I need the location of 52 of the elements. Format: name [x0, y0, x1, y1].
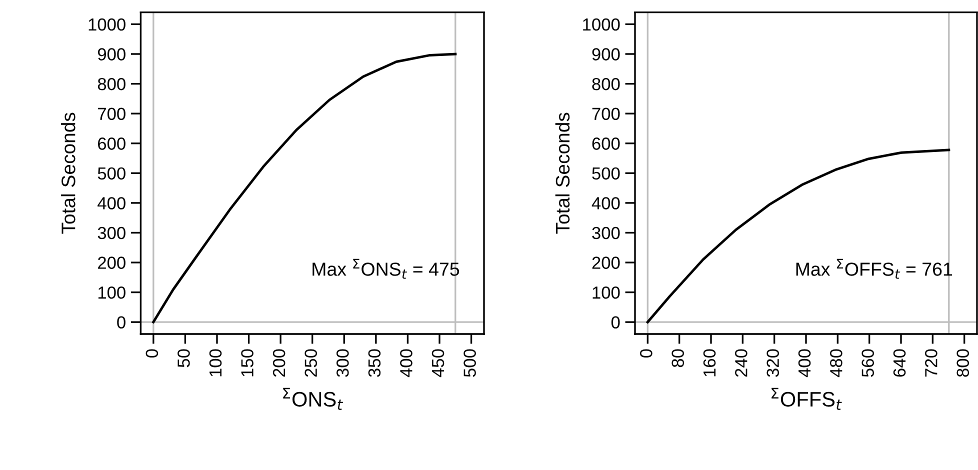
- x-tick-label: 50: [178, 349, 190, 368]
- x-tick-label: 0: [640, 349, 652, 358]
- x-tick-label: 300: [336, 349, 349, 377]
- y-tick-label: 0: [117, 316, 126, 329]
- y-tick-label: 700: [98, 108, 126, 120]
- x-tick-label: 100: [209, 349, 222, 376]
- y-tick-label: 500: [98, 167, 126, 180]
- x-tick-label: 640: [893, 349, 906, 377]
- x-tick-label: 80: [672, 349, 684, 368]
- y-tick-label: 500: [592, 167, 620, 180]
- line-series: [152, 52, 457, 324]
- y-tick-label: 100: [592, 286, 620, 299]
- x-tick-label: 720: [925, 349, 938, 377]
- y-tick-label: 300: [592, 226, 620, 240]
- y-tick-label: 400: [98, 197, 126, 210]
- y-tick-label: 900: [98, 48, 126, 60]
- x-tick-label: 560: [862, 349, 874, 377]
- y-axis-title: Total Seconds: [61, 112, 76, 234]
- y-tick-label: 600: [98, 138, 126, 150]
- y-tick-label: 700: [592, 108, 620, 120]
- x-tick-label: 480: [830, 349, 842, 378]
- y-axis-title: Total Seconds: [555, 112, 570, 234]
- y-tick-label: 0: [611, 316, 620, 329]
- y-tick-label: 200: [98, 256, 126, 269]
- x-axis-title: $^{Σ}$ONS$_{t}$: [283, 388, 344, 410]
- x-tick-label: 0: [146, 349, 158, 358]
- x-tick-label: 500: [464, 349, 476, 377]
- x-tick-label: 400: [798, 349, 811, 378]
- x-tick-label: 320: [766, 349, 779, 377]
- x-tick-label: 450: [432, 349, 444, 378]
- y-tick-label: 300: [98, 226, 126, 240]
- x-tick-label: 800: [956, 349, 969, 377]
- line-series: [646, 148, 950, 324]
- y-tick-label: 200: [592, 256, 620, 269]
- y-tick-label: 600: [592, 138, 620, 150]
- y-tick-label: 1000: [88, 18, 126, 31]
- annotation: Max $^{Σ}$ONS$_{t}$ = 475: [312, 258, 460, 279]
- x-tick-label: 240: [735, 349, 748, 377]
- y-tick-label: 800: [592, 78, 620, 90]
- y-tick-label: 400: [592, 197, 620, 210]
- y-tick-label: 900: [592, 48, 620, 60]
- annotation: Max $^{Σ}$OFFS$_{t}$ = 761: [796, 258, 952, 279]
- x-tick-label: 160: [703, 349, 716, 376]
- y-tick-label: 100: [98, 286, 126, 299]
- x-axis-title: $^{Σ}$OFFS$_{t}$: [772, 388, 842, 410]
- y-tick-label: 1000: [583, 18, 620, 31]
- x-tick-label: 200: [272, 349, 286, 377]
- x-tick-label: 250: [304, 349, 318, 377]
- y-tick-label: 800: [98, 78, 126, 90]
- x-tick-label: 400: [400, 349, 412, 378]
- x-tick-label: 150: [241, 349, 254, 376]
- x-tick-label: 350: [368, 349, 381, 377]
